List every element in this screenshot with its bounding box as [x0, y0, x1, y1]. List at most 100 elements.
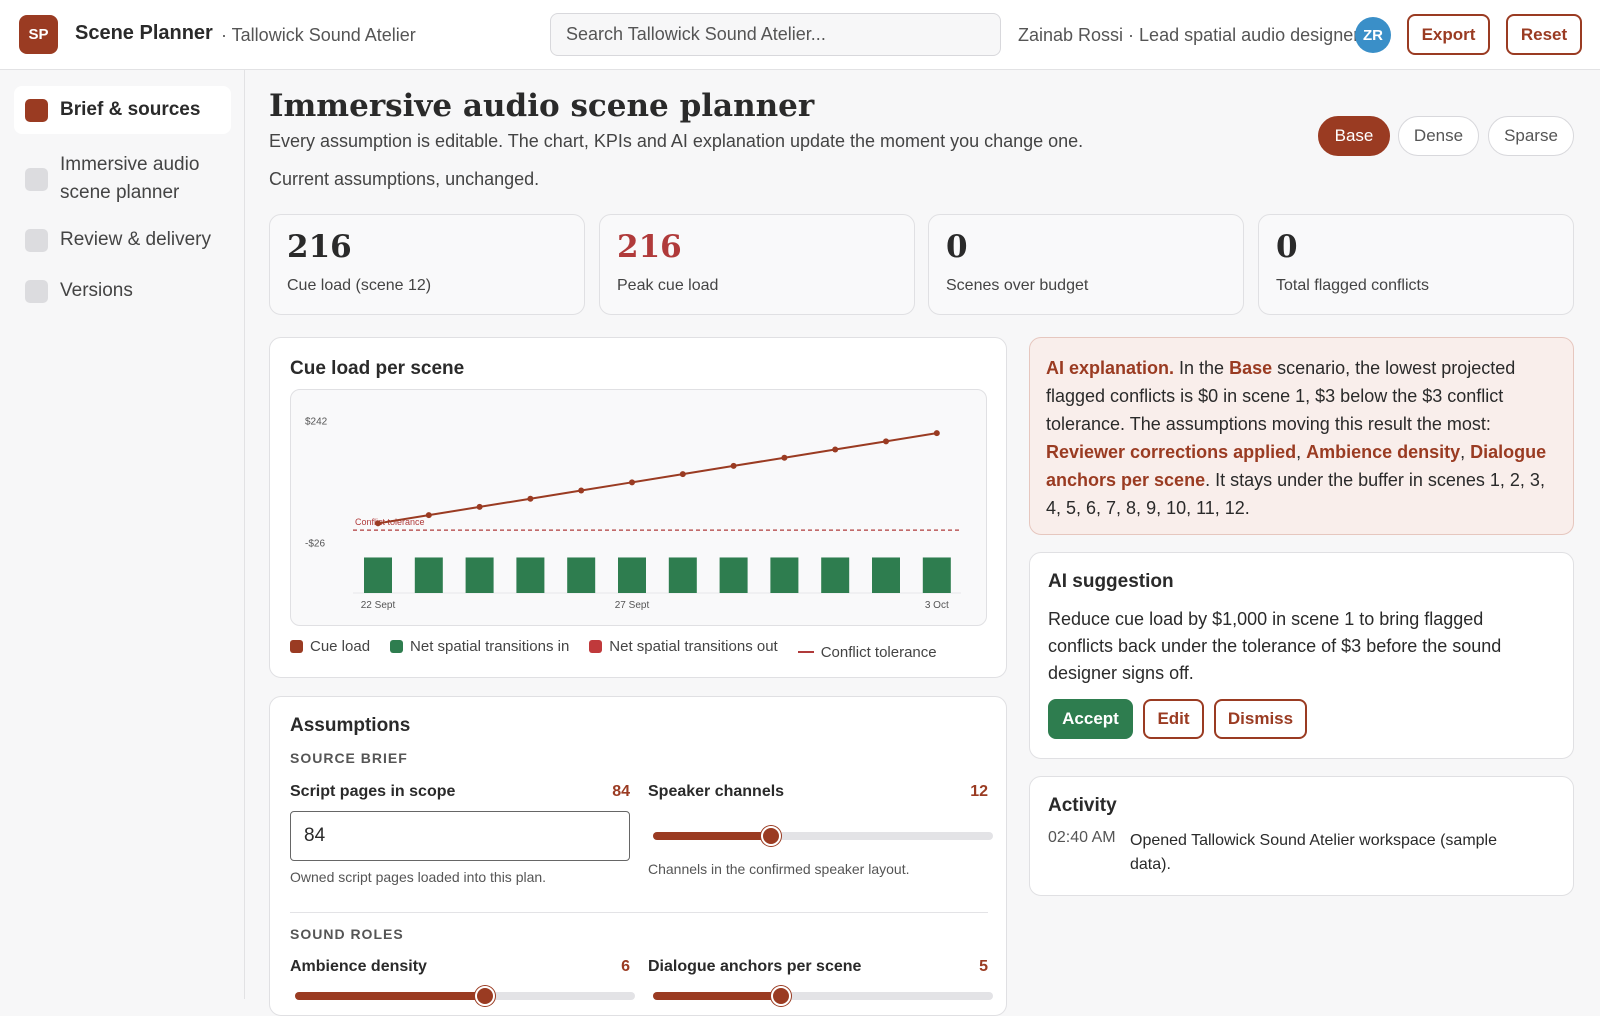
x-tick-label: 22 Sept	[361, 600, 396, 611]
field-help: Channels in the confirmed speaker layout…	[648, 861, 910, 877]
export-button[interactable]: Export	[1407, 14, 1490, 55]
legend-swatch	[390, 640, 404, 653]
kpi-card: 0 Scenes over budget	[928, 214, 1244, 315]
field-value: 6	[621, 958, 630, 975]
point	[527, 495, 534, 502]
dismiss-button[interactable]: Dismiss	[1214, 699, 1307, 739]
text: ,	[1460, 442, 1471, 462]
bar	[516, 557, 545, 593]
kpi-label: Total flagged conflicts	[1276, 277, 1429, 294]
point	[425, 512, 432, 519]
point	[832, 446, 839, 453]
chart-frame: $242 -$26 22 Sept 27 Sept 3 Oct Conflict tole…	[290, 389, 987, 626]
text: ,	[1296, 442, 1307, 462]
bar	[567, 557, 596, 593]
legend-label: Net spatial transitions out	[609, 638, 778, 655]
point	[730, 462, 737, 469]
slider[interactable]	[653, 826, 993, 846]
bar	[668, 557, 697, 593]
nav-item[interactable]: Brief & sources	[14, 86, 231, 134]
assumptions-card: Assumptions SOURCE BRIEF Script pages in…	[269, 696, 1007, 1016]
bar	[364, 557, 392, 593]
chart-title: Cue load per scene	[290, 358, 465, 379]
bar	[618, 557, 646, 593]
number-input[interactable]: 84	[290, 811, 630, 861]
ai-explanation: AI explanation. In the Base scenario, th…	[1029, 337, 1574, 535]
group-title: SOURCE BRIEF	[290, 750, 408, 766]
edit-button[interactable]: Edit	[1143, 699, 1204, 739]
kpi-card: 216 Cue load (scene 12)	[269, 214, 585, 315]
legend-item: Net spatial transitions in	[390, 638, 569, 655]
page-title: Immersive audio scene planner	[269, 88, 815, 124]
scenario-pill[interactable]: Dense	[1398, 116, 1479, 156]
nav-label: Review & delivery	[60, 229, 211, 250]
workspace: · Tallowick Sound Atelier	[221, 25, 416, 45]
section-title: AI suggestion	[1048, 571, 1174, 592]
point	[629, 479, 635, 486]
point	[933, 430, 940, 437]
activity-text: Opened Tallowick Sound Atelier workspace…	[1130, 832, 1498, 873]
kpi-value: 0	[946, 229, 968, 265]
accept-button[interactable]: Accept	[1048, 699, 1133, 739]
app-name: Scene Planner	[75, 22, 213, 44]
field-help: Owned script pages loaded into this plan…	[290, 869, 547, 885]
nav-item[interactable]: Versions	[14, 271, 231, 311]
kpi-value: 0	[1276, 229, 1298, 265]
reset-button[interactable]: Reset	[1506, 14, 1582, 55]
ai-suggestion: AI suggestion Reduce cue load by $1,000 …	[1029, 552, 1574, 759]
y-tick-label: $242	[305, 416, 328, 427]
legend-item: Net spatial transitions out	[589, 638, 778, 655]
search[interactable]: Search Tallowick Sound Atelier...	[550, 13, 1001, 56]
legend-item: Cue load	[290, 638, 370, 655]
logo: SP	[19, 15, 58, 54]
kpi-card: 216 Peak cue load	[599, 214, 915, 315]
kpi-card: 0 Total flagged conflicts	[1258, 214, 1574, 315]
activity-time: 02:40 AM	[1048, 829, 1116, 846]
field-value: 5	[979, 958, 988, 975]
suggestion-text: Reduce cue load by $1,000 in scene 1 to …	[1048, 609, 1502, 683]
kpi-label: Cue load (scene 12)	[287, 277, 432, 294]
x-tick-label: 27 Sept	[615, 600, 650, 611]
field-label: Ambience density	[290, 958, 427, 975]
emphasis: Base	[1229, 358, 1273, 378]
emphasis: Ambience density	[1306, 442, 1461, 462]
text: . It stays under the buffer in scenes 1,…	[1046, 470, 1545, 518]
legend-label: Net spatial transitions in	[410, 638, 570, 655]
point	[375, 520, 381, 527]
nav-label: Versions	[60, 280, 133, 301]
legend-item: Conflict tolerance	[797, 643, 937, 661]
legend-swatch	[290, 640, 303, 653]
section-title: Assumptions	[290, 715, 411, 736]
nav-item[interactable]: Review & delivery	[14, 220, 231, 260]
bar	[414, 557, 443, 593]
user: Zainab Rossi · Lead spatial audio design…	[1018, 25, 1360, 45]
status: Current assumptions, unchanged.	[269, 169, 540, 189]
scenario-pill[interactable]: Base	[1318, 116, 1390, 156]
activity-card: Activity 02:40 AM Opened Tallowick Sound…	[1029, 776, 1574, 896]
point	[476, 503, 483, 510]
chart-card: Cue load per scene $242 -$26 22 Sept 27 Sep…	[269, 337, 1007, 678]
line	[377, 432, 937, 525]
bar	[821, 557, 850, 593]
field-label: Dialogue anchors per scene	[648, 958, 862, 975]
avatar[interactable]: ZR	[1355, 17, 1391, 53]
sidebar: Brief & sources Immersive audio scene pl…	[0, 70, 245, 999]
nav-label: Immersive audio scene planner	[60, 154, 200, 203]
header: SP Scene Planner · Tallowick Sound Ateli…	[0, 0, 1600, 70]
y-tick-label: -$26	[305, 538, 325, 549]
nav-label: Brief & sources	[60, 99, 201, 120]
legend-swatch	[589, 640, 603, 653]
point	[578, 487, 585, 494]
bar	[770, 557, 799, 593]
scenario-pill[interactable]: Sparse	[1488, 116, 1574, 156]
field-value: 12	[970, 783, 988, 800]
legend: Cue load Net spatial transitions in Net sp…	[290, 638, 957, 661]
emphasis: Reviewer corrections applied	[1046, 442, 1297, 462]
legend-label: Conflict tolerance	[820, 643, 937, 661]
section-title: Activity	[1048, 795, 1117, 816]
nav-item[interactable]: Immersive audio scene planner	[14, 148, 214, 210]
bar	[922, 557, 951, 593]
bar	[465, 557, 494, 593]
